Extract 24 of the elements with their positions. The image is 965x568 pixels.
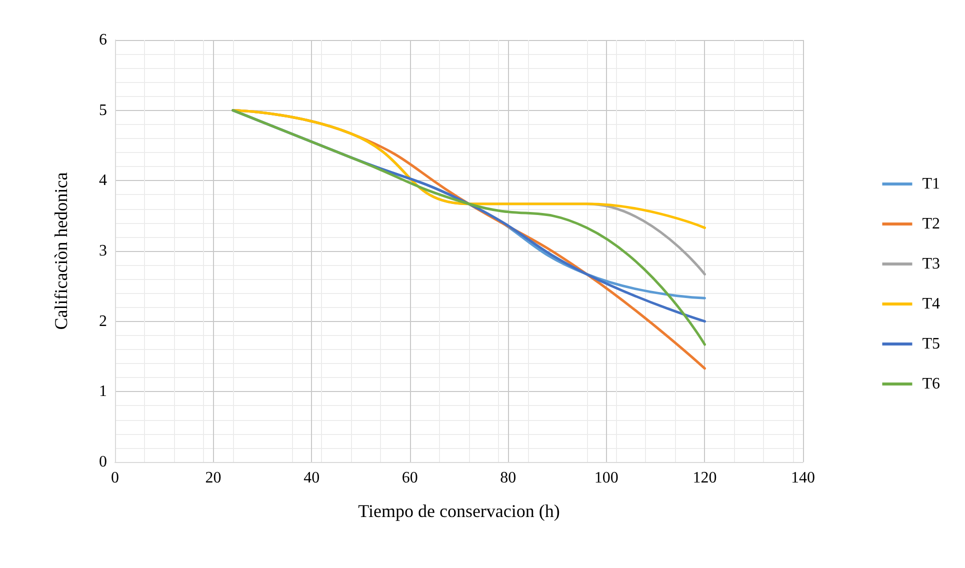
x-axis-title: Tiempo de conservacion (h): [358, 501, 560, 521]
x-tick-label: 40: [304, 470, 320, 486]
line-series: [232, 109, 706, 230]
y-tick-label: 2: [99, 312, 107, 330]
y-tick-label: 6: [99, 32, 107, 48]
x-tick-label: 80: [500, 470, 516, 486]
x-tick-label: 60: [402, 470, 418, 486]
legend-label: T5: [922, 336, 940, 352]
x-tick-label: 20: [205, 470, 222, 486]
x-tick-label: 0: [111, 470, 119, 486]
y-tick-label: 1: [99, 383, 107, 400]
x-tick-label: 120: [692, 470, 717, 486]
y-tick-label: 4: [99, 172, 107, 190]
legend-label: T4: [922, 296, 940, 312]
legend-label: T1: [922, 176, 940, 192]
x-tick-label: 100: [594, 470, 618, 486]
y-axis-title: Calificaciòn hedonica: [51, 172, 71, 330]
y-tick-label: 5: [99, 102, 107, 119]
y-tick-label: 3: [99, 242, 107, 260]
legend-label: T3: [922, 256, 940, 272]
legend-label: T6: [922, 376, 940, 392]
legend-label: T2: [922, 216, 940, 232]
x-tick-label: 140: [791, 470, 815, 486]
y-tick-label: 0: [99, 454, 107, 470]
